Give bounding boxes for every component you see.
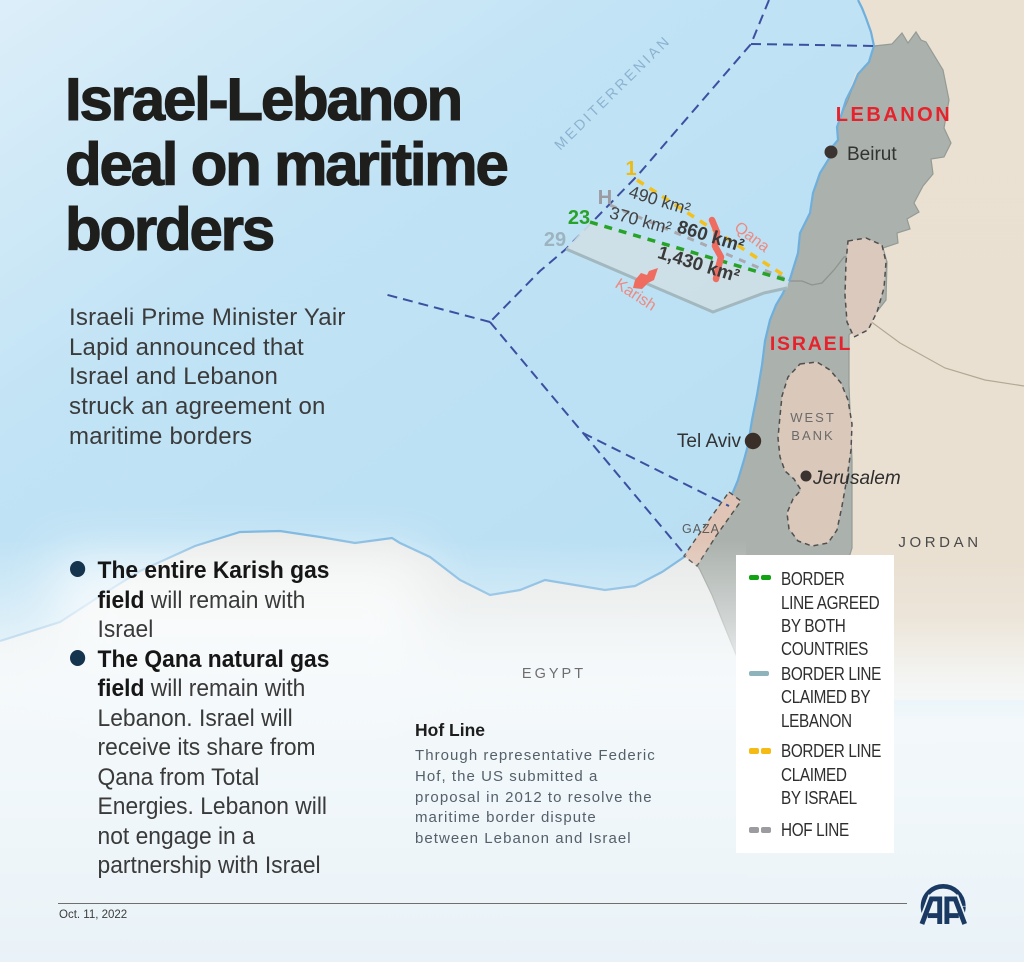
svg-text:Tel Aviv: Tel Aviv xyxy=(677,431,742,452)
svg-text:H: H xyxy=(598,187,612,209)
svg-text:Beirut: Beirut xyxy=(847,144,897,165)
svg-text:1: 1 xyxy=(625,158,636,180)
svg-text:ISRAEL: ISRAEL xyxy=(770,333,852,355)
svg-text:LEBANON: LEBANON xyxy=(836,104,952,126)
svg-text:29: 29 xyxy=(544,229,566,251)
svg-text:23: 23 xyxy=(568,207,590,229)
svg-text:WEST: WEST xyxy=(790,410,836,425)
svg-text:GAZA: GAZA xyxy=(682,522,720,536)
svg-text:JORDAN: JORDAN xyxy=(898,534,981,551)
svg-text:EGYPT: EGYPT xyxy=(522,666,586,682)
svg-text:Jerusalem: Jerusalem xyxy=(812,468,901,489)
svg-text:BANK: BANK xyxy=(791,428,834,443)
